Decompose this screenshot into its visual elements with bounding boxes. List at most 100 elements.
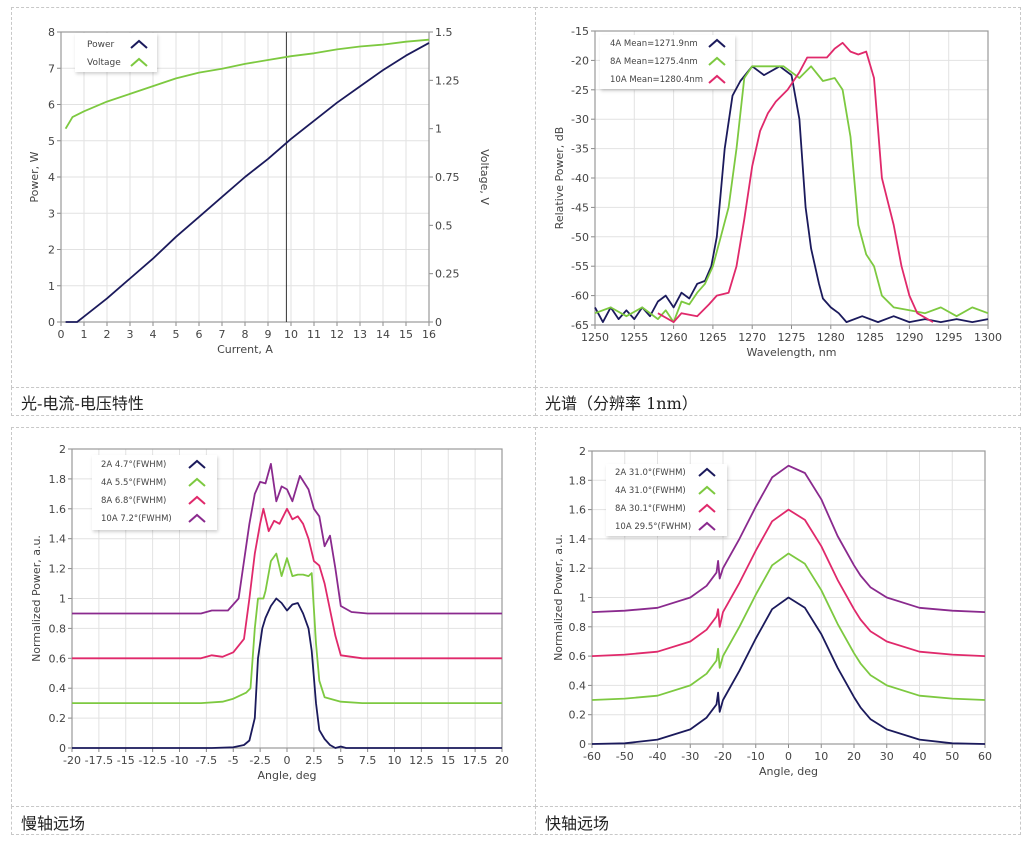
legend-label: 10A 29.5°(FWHM): [615, 522, 691, 532]
y2-tick-label: 0.5: [435, 219, 453, 232]
legend-label: 8A 30.1°(FWHM): [615, 504, 686, 514]
x-tick-label: 2: [104, 328, 111, 341]
x-tick-label: 1290: [895, 331, 923, 344]
caption-slow-axis: 慢轴远场: [21, 814, 86, 833]
x-tick-label: 3: [127, 328, 134, 341]
x-tick-label: -60: [583, 750, 601, 763]
series-line-0: [591, 596, 986, 745]
x-tick-label: 0: [58, 328, 65, 341]
x-tick-label: 1285: [856, 331, 884, 344]
chart-3: -60 -50 -40 -30 -20 -10 0 10 20 30 40 50 60 0 0.2 0.4 0.…: [552, 445, 992, 778]
legend: 4A Mean=1271.9nm 8A Mean=1275.4nm 10A Mean…: [600, 35, 735, 89]
legend-marker-icon: [708, 56, 726, 66]
x-tick-label: 6: [196, 328, 203, 341]
y-tick-label: 0.2: [49, 712, 67, 725]
x-tick-label: -20: [714, 750, 732, 763]
y-tick-label: 1: [579, 592, 586, 605]
caption-liv: 光-电流-电压特性: [21, 394, 144, 413]
series-line-2: [591, 508, 986, 657]
x-tick-label: 5: [173, 328, 180, 341]
x-tick-label: 0: [284, 754, 291, 767]
y-tick-label: 0: [59, 742, 66, 755]
x-tick-label: 4: [150, 328, 157, 341]
x-tick-label: -15: [117, 754, 135, 767]
series-line-2: [657, 41, 934, 324]
y-tick-label: 5: [48, 135, 55, 148]
legend-marker-icon: [188, 477, 206, 487]
legend-marker-icon: [708, 74, 726, 84]
x-tick-label: 10: [814, 750, 828, 763]
legend-label: Power: [87, 40, 115, 50]
y-tick-label: 1.2: [569, 562, 587, 575]
y-tick-label: 2: [48, 244, 55, 257]
legend-marker-icon: [698, 485, 716, 495]
series-line-1: [591, 552, 986, 701]
legend-marker-icon: [698, 521, 716, 531]
x-tick-label: 14: [376, 328, 390, 341]
legend-marker-icon: [130, 39, 148, 49]
y-tick-label: 0: [579, 738, 586, 751]
y-tick-label: 0.6: [49, 652, 67, 665]
caption-spectrum: 光谱（分辨率 1nm）: [545, 394, 698, 413]
x-tick-label: 1295: [935, 331, 963, 344]
legend-marker-icon: [698, 467, 716, 477]
legend-marker-icon: [130, 57, 148, 67]
x-tick-label: 11: [307, 328, 321, 341]
y-tick-label: 1.6: [49, 503, 67, 516]
x-tick-label: 10: [284, 328, 298, 341]
x-axis-label: Angle, deg: [759, 765, 818, 778]
x-tick-label: 1275: [778, 331, 806, 344]
x-tick-label: -2.5: [249, 754, 270, 767]
y-tick-label: 4: [48, 171, 55, 184]
legend-label: 2A 31.0°(FWHM): [615, 468, 686, 478]
x-tick-label: 9: [265, 328, 272, 341]
x-tick-label: 10: [388, 754, 402, 767]
y-tick-label: -65: [571, 319, 589, 332]
x-tick-label: -40: [649, 750, 667, 763]
chart-2: -20 -17.5 -15 -12.5 -10 -7.5 -5 -2.5 0 2.5 5 7.5 10 1…: [30, 443, 509, 782]
x-tick-label: 1255: [620, 331, 648, 344]
x-tick-label: 17.5: [463, 754, 488, 767]
y-tick-label: 0.8: [49, 622, 67, 635]
x-tick-label: -17.5: [85, 754, 113, 767]
y-tick-label: 1.8: [49, 473, 67, 486]
y-tick-label: 1.4: [49, 533, 67, 546]
legend-label: 4A 31.0°(FWHM): [615, 486, 686, 496]
y-tick-label: -50: [571, 231, 589, 244]
x-tick-label: 8: [242, 328, 249, 341]
y-tick-label: 3: [48, 207, 55, 220]
y-tick-label: 0.6: [569, 650, 587, 663]
y-tick-label: 6: [48, 99, 55, 112]
x-tick-label: 50: [945, 750, 959, 763]
x-tick-label: 1250: [581, 331, 609, 344]
y-axis-label: Relative Power, dB: [553, 127, 566, 230]
x-tick-label: 15: [441, 754, 455, 767]
chart-0: 0 1 2 3 4 5 6 7 8 9 10 11 12 13 14 15 1601234567800.250.…: [28, 26, 491, 356]
x-tick-label: 20: [495, 754, 509, 767]
plot-frame: [71, 448, 503, 749]
x-tick-label: 5: [337, 754, 344, 767]
x-tick-label: 1300: [974, 331, 1002, 344]
y-tick-label: 1.6: [569, 504, 587, 517]
y-tick-label: -15: [571, 25, 589, 38]
legend-box: [75, 33, 157, 72]
series-line-1: [64, 38, 430, 130]
legend-marker-icon: [698, 503, 716, 513]
cell-spectrum-caption: [535, 387, 1021, 416]
cell-fast-axis-caption: [535, 806, 1021, 835]
y-tick-label: 1.2: [49, 563, 67, 576]
x-tick-label: -10: [171, 754, 189, 767]
legend: Power Voltage: [75, 33, 157, 72]
y-tick-label: -25: [571, 84, 589, 97]
x-axis-label: Wavelength, nm: [747, 346, 837, 359]
legend-label: 10A Mean=1280.4nm: [610, 75, 703, 85]
legend-marker-icon: [708, 38, 726, 48]
x-tick-label: -30: [681, 750, 699, 763]
legend-label: 4A Mean=1271.9nm: [610, 39, 698, 49]
x-tick-label: 60: [978, 750, 992, 763]
legend-label: 2A 4.7°(FWHM): [101, 460, 166, 470]
y-tick-label: 0.4: [49, 682, 67, 695]
legend-marker-icon: [188, 513, 206, 523]
y-tick-label: -30: [571, 113, 589, 126]
